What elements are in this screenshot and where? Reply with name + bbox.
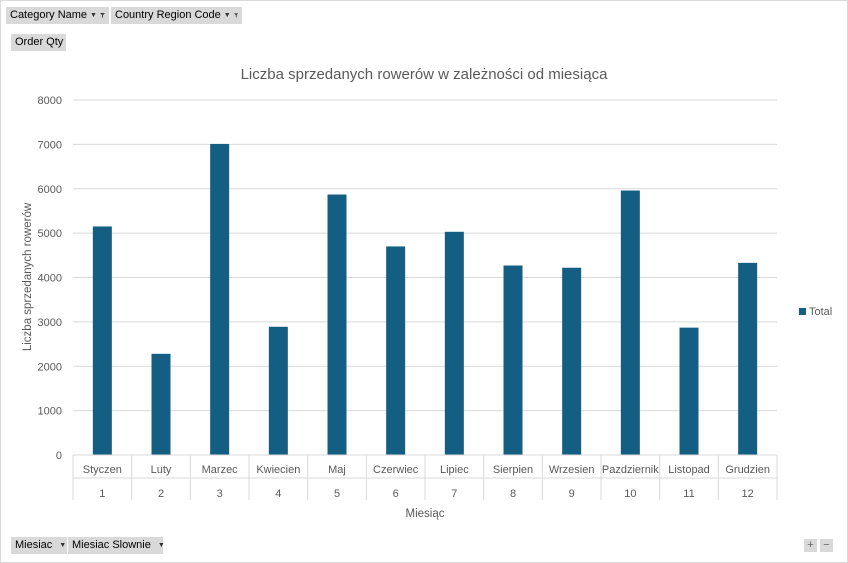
value-field-order-qty-button[interactable]: Order Qty — [11, 34, 66, 51]
filter-funnel-icon — [233, 13, 238, 18]
x-tick-label: Grudzien — [725, 464, 770, 476]
filter-category-name-button[interactable]: Category Name ▼ — [6, 7, 109, 24]
bar — [562, 267, 582, 455]
dropdown-arrow-icon: ▼ — [223, 12, 231, 19]
chart-title: Liczba sprzedanych rowerów w zależności … — [241, 66, 608, 83]
filter-funnel-icon — [99, 12, 105, 19]
bar — [738, 262, 758, 455]
x-tick-label: Czerwiec — [373, 464, 419, 476]
dropdown-arrow-icon: ▼ — [90, 12, 97, 19]
bar — [92, 226, 112, 455]
y-tick-label: 5000 — [38, 228, 62, 240]
dropdown-arrow-icon: ▼ — [59, 542, 67, 549]
x-tick-label: Marzec — [202, 464, 239, 476]
axis-field-miesiac-label: Miesiac — [15, 539, 53, 551]
x-axis: Styczen 1 Luty 2 Marzec 3 Kwiecien 4 Maj 5 Czerwie… — [72, 454, 778, 500]
bar — [620, 190, 640, 455]
x-group-label: 8 — [510, 488, 516, 500]
filter-country-region-code-label: Country Region Code — [115, 9, 221, 21]
y-tick-label: 4000 — [38, 273, 62, 285]
axis-field-miesiac-slownie-button[interactable]: Miesiac Slownie ▼ — [68, 537, 165, 554]
legend: Total — [799, 306, 832, 318]
expand-field-button[interactable]: + — [804, 539, 817, 552]
gridlines — [73, 99, 777, 456]
axis-field-miesiac-slownie-label: Miesiac Slownie — [72, 539, 151, 551]
bars — [92, 143, 758, 456]
x-tick-label: Maj — [328, 464, 346, 476]
x-tick-label: Sierpien — [493, 464, 533, 476]
y-tick-label: 0 — [56, 450, 62, 462]
y-tick-label: 3000 — [38, 317, 62, 329]
x-tick-label: Lipiec — [440, 464, 469, 476]
x-group-label: 4 — [275, 488, 281, 500]
y-axis-label: Liczba sprzedanych rowerów — [22, 202, 34, 351]
x-group-label: 1 — [99, 488, 105, 500]
y-tick-label: 8000 — [38, 95, 62, 107]
y-tick-label: 2000 — [38, 361, 62, 373]
x-tick-label: Styczen — [83, 464, 122, 476]
bar — [503, 265, 523, 455]
bar — [268, 326, 288, 455]
x-tick-label: Pazdziernik — [602, 464, 659, 476]
bar — [444, 231, 464, 455]
x-group-label: 7 — [451, 488, 457, 500]
x-tick-label: Kwiecien — [256, 464, 300, 476]
x-axis-label: Miesiąc — [406, 508, 445, 520]
filter-category-name-label: Category Name — [10, 9, 88, 21]
x-group-label: 3 — [217, 488, 223, 500]
legend-swatch — [799, 308, 806, 315]
dropdown-arrow-icon: ▼ — [157, 542, 165, 549]
bar — [327, 194, 347, 456]
legend-entry-total: Total — [809, 306, 832, 318]
y-axis-tick-labels: 0 1000 2000 3000 4000 5000 6000 7000 8000 — [38, 95, 62, 462]
bar — [151, 353, 171, 455]
x-tick-label: Luty — [151, 464, 172, 476]
bar — [210, 143, 230, 455]
bar — [679, 327, 699, 455]
value-field-label: Order Qty — [15, 36, 64, 48]
y-tick-label: 1000 — [38, 406, 62, 418]
y-tick-label: 7000 — [38, 139, 62, 151]
bar — [386, 246, 406, 455]
x-group-label: 9 — [569, 488, 575, 500]
x-group-label: 5 — [334, 488, 340, 500]
x-group-label: 11 — [683, 488, 694, 500]
x-tick-label: Wrzesien — [549, 464, 595, 476]
axis-field-miesiac-button[interactable]: Miesiac ▼ — [11, 537, 67, 554]
y-tick-label: 6000 — [38, 184, 62, 196]
x-tick-label: Listopad — [668, 464, 710, 476]
collapse-field-button[interactable]: − — [820, 539, 833, 552]
x-group-label: 12 — [742, 488, 754, 500]
filter-country-region-code-button[interactable]: Country Region Code ▼ — [111, 7, 242, 24]
x-group-label: 6 — [393, 488, 399, 500]
x-group-label: 2 — [158, 488, 164, 500]
x-group-label: 10 — [624, 488, 636, 500]
